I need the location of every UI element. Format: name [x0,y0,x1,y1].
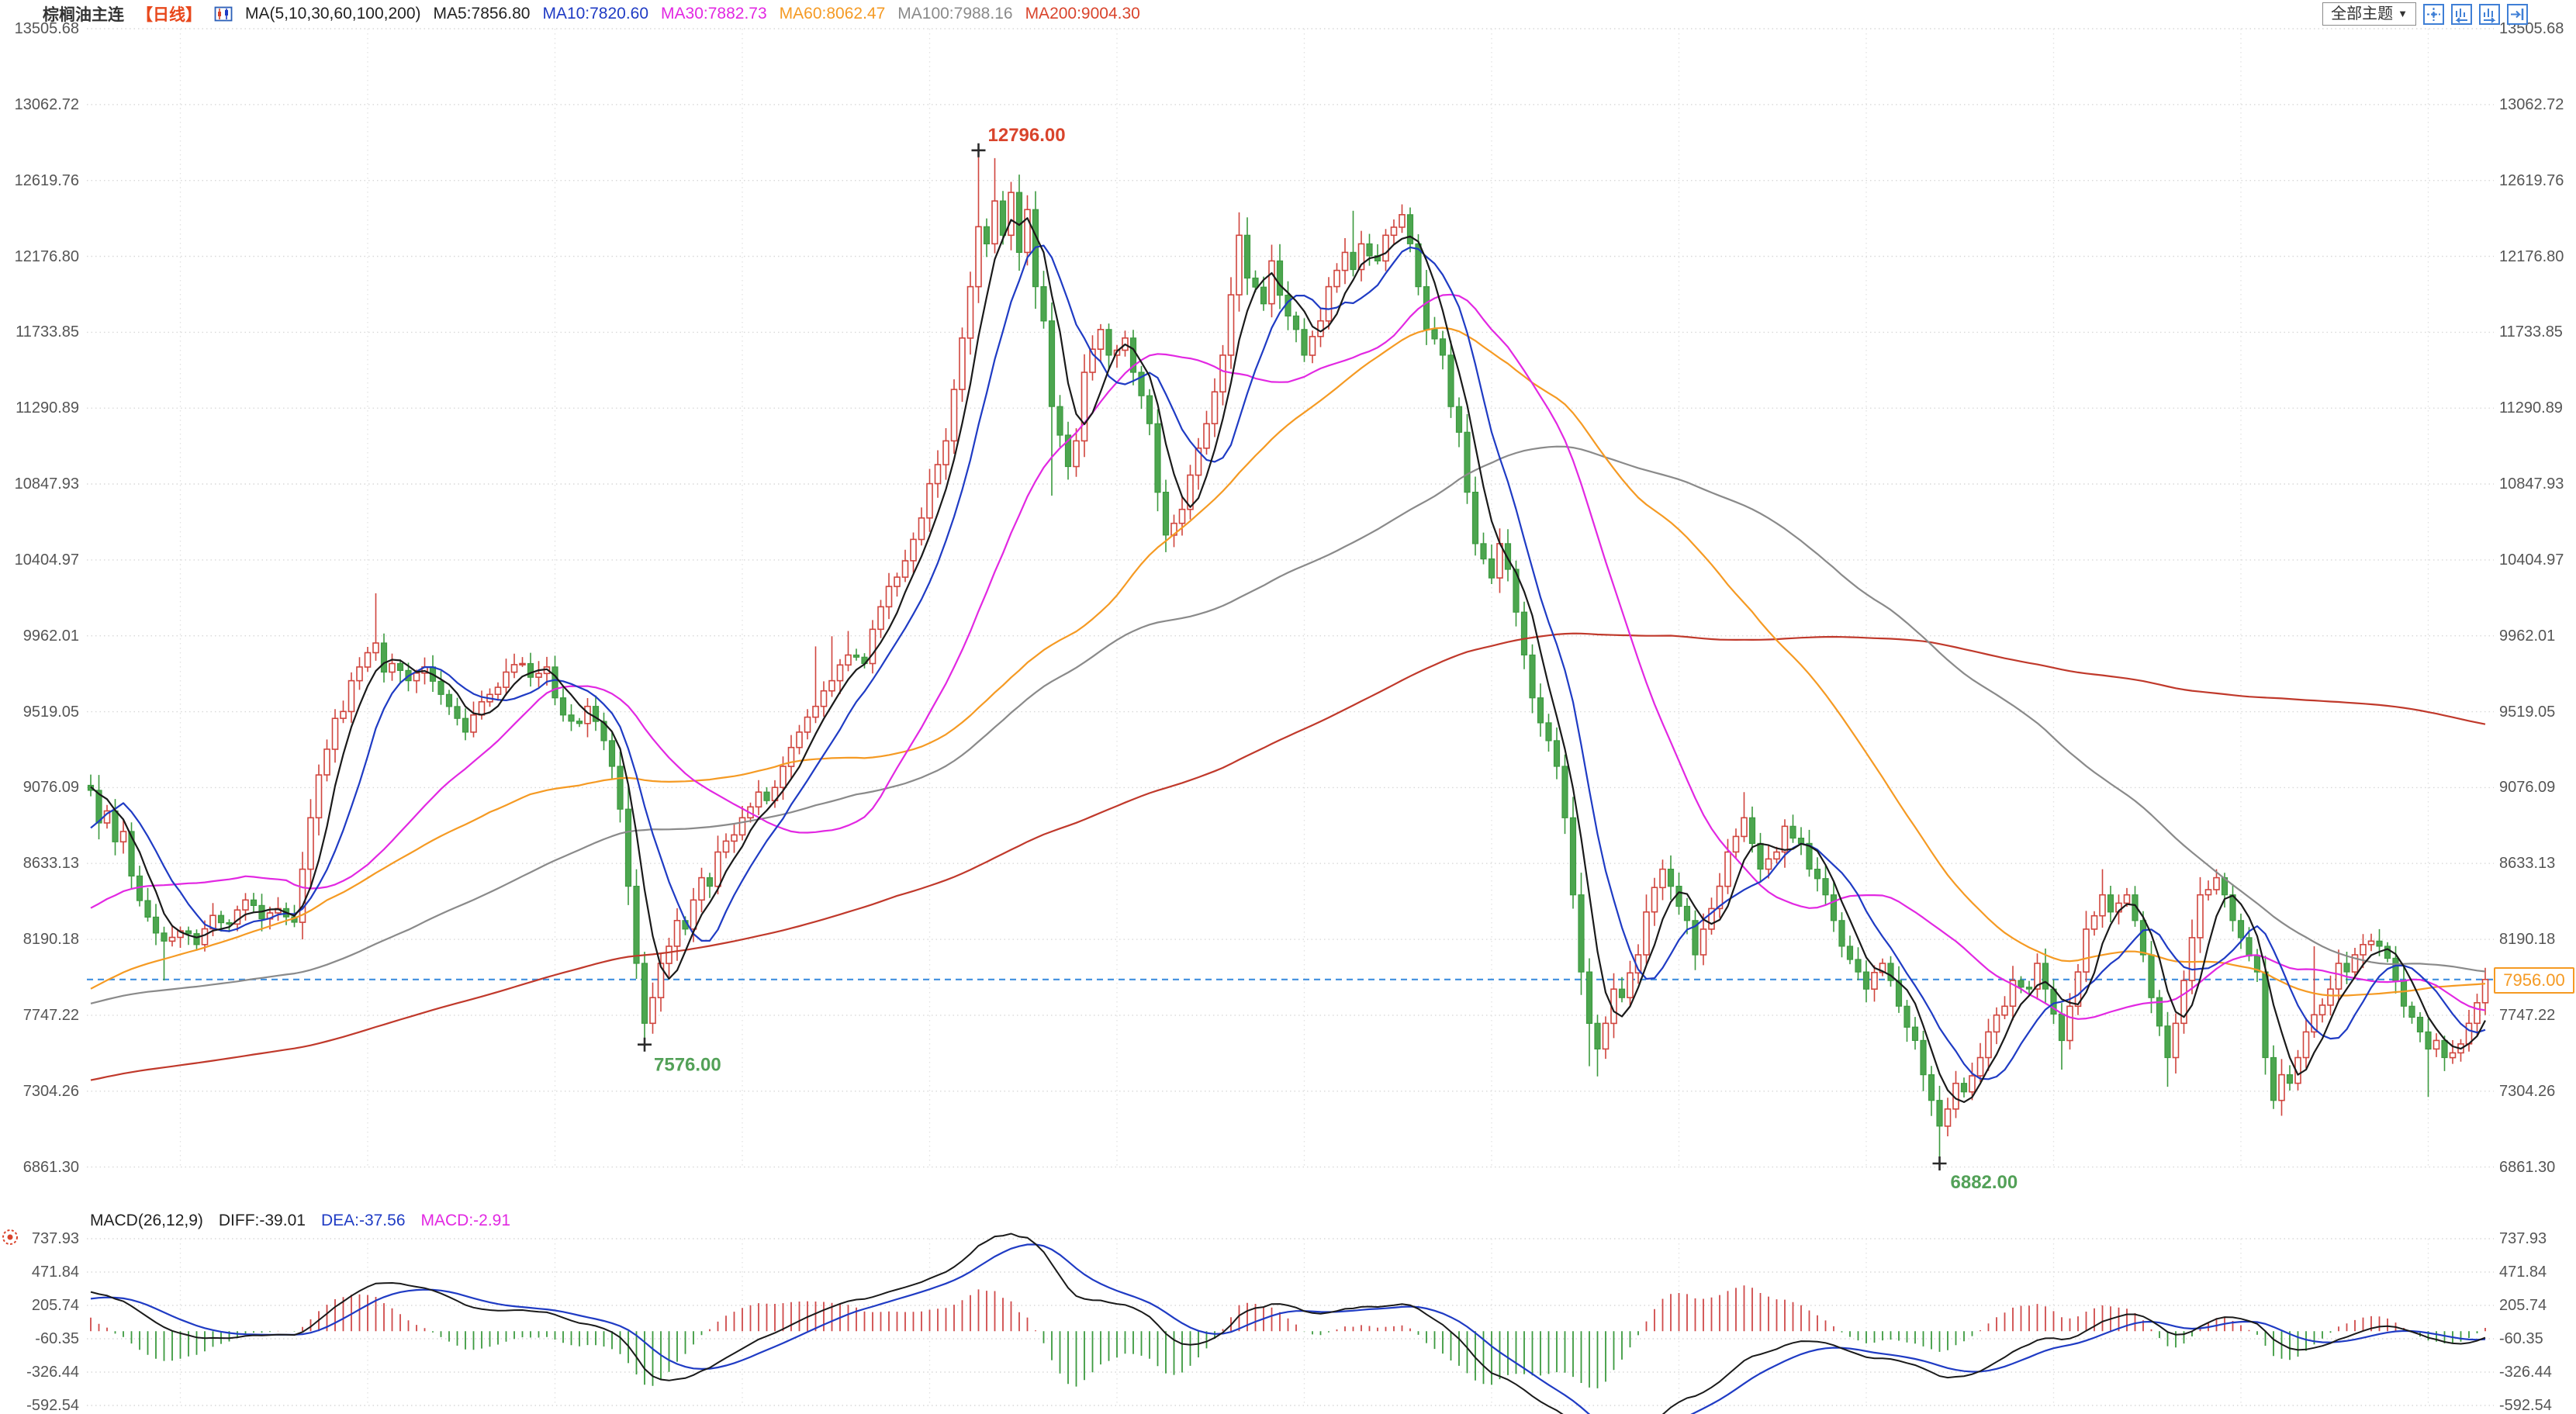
macd-header: MACD(26,12,9) DIFF:-39.01 DEA:-37.56 MAC… [90,1212,510,1230]
main-y-axis-label: 9962.01 [22,627,79,645]
axis-scale-left-icon[interactable] [2451,3,2472,25]
main-y-axis-label: 10847.93 [2499,475,2564,493]
ma200-value: MA200:9004.30 [1025,5,1140,22]
macd-y-axis-label: 205.74 [2499,1297,2547,1314]
macd-settings-label: MACD(26,12,9) [90,1212,203,1229]
main-y-axis-label: 9519.05 [2499,703,2556,721]
macd-y-axis-label: -326.44 [2499,1364,2552,1381]
crosshair-icon[interactable] [2423,3,2444,25]
main-y-axis-label: 7747.22 [22,1006,79,1024]
main-y-axis-label: 7304.26 [2499,1082,2556,1100]
ma60-value: MA60:8062.47 [779,5,886,22]
main-y-axis-label: 12176.80 [14,247,79,265]
chart-type-icon[interactable] [214,5,233,23]
main-y-axis-label: 10404.97 [14,551,79,569]
main-y-axis-label: 10404.97 [2499,551,2564,569]
instrument-title: 棕榈油主连 [43,6,124,24]
ma-settings-label: MA(5,10,30,60,100,200) [245,5,421,22]
chart-header: 棕榈油主连 【日线】 MA(5,10,30,60,100,200) MA5:78… [43,2,1140,26]
main-y-axis-label: 11733.85 [2499,323,2563,341]
main-y-axis-label: 11290.89 [2499,399,2563,417]
main-y-axis-label: 9076.09 [2499,779,2556,797]
ma5-value: MA5:7856.80 [433,5,531,22]
macd-y-axis-label: 471.84 [31,1264,79,1281]
ma100-value: MA100:7988.16 [897,5,1013,22]
macd-diff-value: DIFF:-39.01 [218,1212,306,1229]
main-y-axis-label: 7304.26 [22,1082,79,1100]
period-label: 【日线】 [137,6,202,24]
main-y-axis-label: 13062.72 [2499,95,2564,113]
main-y-axis-label: 12176.80 [2499,247,2564,265]
macd-macd-value: MACD:-2.91 [420,1212,511,1229]
main-y-axis-label: 6861.30 [22,1158,79,1176]
axis-scale-right-icon[interactable] [2479,3,2500,25]
macd-y-axis-label: 737.93 [2499,1230,2547,1247]
main-y-axis-label: 9519.05 [22,703,79,721]
svg-text:7576.00: 7576.00 [654,1055,721,1076]
current-price-tag: 7956.00 [2494,967,2574,994]
macd-y-axis-label: -60.35 [35,1330,79,1347]
go-latest-icon[interactable] [2507,3,2528,25]
main-y-axis-label: 6861.30 [2499,1158,2556,1176]
svg-text:12796.00: 12796.00 [988,125,1066,146]
main-y-axis-label: 9076.09 [22,779,79,797]
macd-y-axis-label: 737.93 [31,1230,79,1247]
macd-y-axis-label: -60.35 [2499,1330,2543,1347]
main-y-axis-label: 13062.72 [14,95,79,113]
ma30-value: MA30:7882.73 [661,5,767,22]
main-y-axis-label: 8190.18 [2499,931,2556,949]
main-y-axis-label: 8633.13 [2499,855,2556,873]
theme-dropdown-label: 全部主题 [2331,5,2394,22]
macd-y-axis-label: -592.54 [26,1397,79,1414]
theme-dropdown-button[interactable]: 全部主题 ▼ [2322,2,2416,26]
ma10-value: MA10:7820.60 [542,5,649,22]
main-y-axis-label: 13505.68 [2499,20,2564,37]
main-y-axis-label: 7747.22 [2499,1006,2556,1024]
macd-y-axis-label: 205.74 [31,1297,79,1314]
main-y-axis-label: 10847.93 [14,475,79,493]
macd-y-axis-label: -592.54 [2499,1397,2552,1414]
macd-dea-value: DEA:-37.56 [320,1212,406,1229]
svg-text:6882.00: 6882.00 [1951,1172,2018,1193]
main-y-axis-label: 11290.89 [16,399,79,417]
chevron-down-icon: ▼ [2398,8,2408,19]
main-y-axis-label: 12619.76 [14,171,79,189]
macd-y-axis-label: 471.84 [2499,1264,2547,1281]
chart-toolbar: 全部主题 ▼ [2322,2,2528,26]
macd-y-axis-label: -326.44 [26,1364,79,1381]
main-y-axis-label: 8190.18 [22,931,79,949]
main-y-axis-label: 11733.85 [16,323,79,341]
main-y-axis-label: 8633.13 [22,855,79,873]
main-y-axis-label: 9962.01 [2499,627,2556,645]
main-y-axis-label: 12619.76 [2499,171,2564,189]
main-y-axis-label: 13505.68 [14,20,79,37]
macd-indicator-icon[interactable] [1,1228,19,1246]
